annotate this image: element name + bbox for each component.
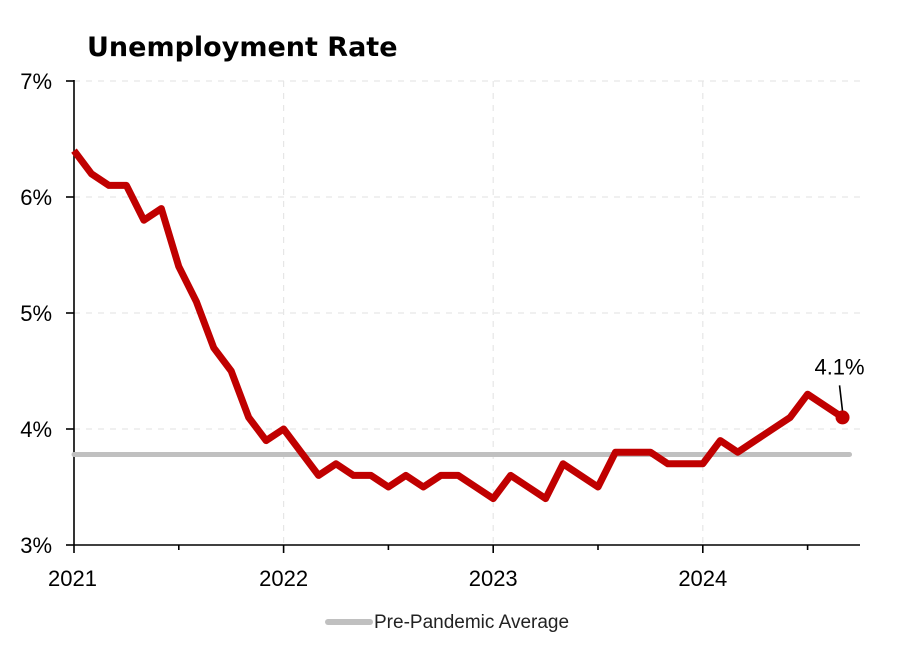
y-tick-label: 4% xyxy=(20,417,52,442)
y-tick-label: 5% xyxy=(20,301,52,326)
annotation-layer: 4.1% xyxy=(814,354,865,425)
legend: Pre-Pandemic Average xyxy=(325,612,569,633)
series-line-unemployment-rate xyxy=(71,148,845,503)
annotation-leader-line xyxy=(838,385,844,412)
x-tick-label: 2024 xyxy=(678,566,727,591)
end-point-marker xyxy=(835,410,850,425)
axes-layer: 3% 4% 5% 6% 7% 2021 2022 2023 2024 xyxy=(20,69,860,591)
series-layer xyxy=(71,148,853,503)
x-tick-label: 2021 xyxy=(48,566,97,591)
grid-layer xyxy=(74,80,860,545)
y-tick-label: 3% xyxy=(20,533,52,558)
legend-label-pre-pandemic-average: Pre-Pandemic Average xyxy=(374,612,569,633)
chart-title: Unemployment Rate xyxy=(87,32,398,63)
y-tick-label: 6% xyxy=(20,185,52,210)
x-tick-label: 2023 xyxy=(469,566,518,591)
y-tick-label: 7% xyxy=(20,69,52,94)
x-tick-label: 2022 xyxy=(259,566,308,591)
annotation-label: 4.1% xyxy=(814,354,864,379)
